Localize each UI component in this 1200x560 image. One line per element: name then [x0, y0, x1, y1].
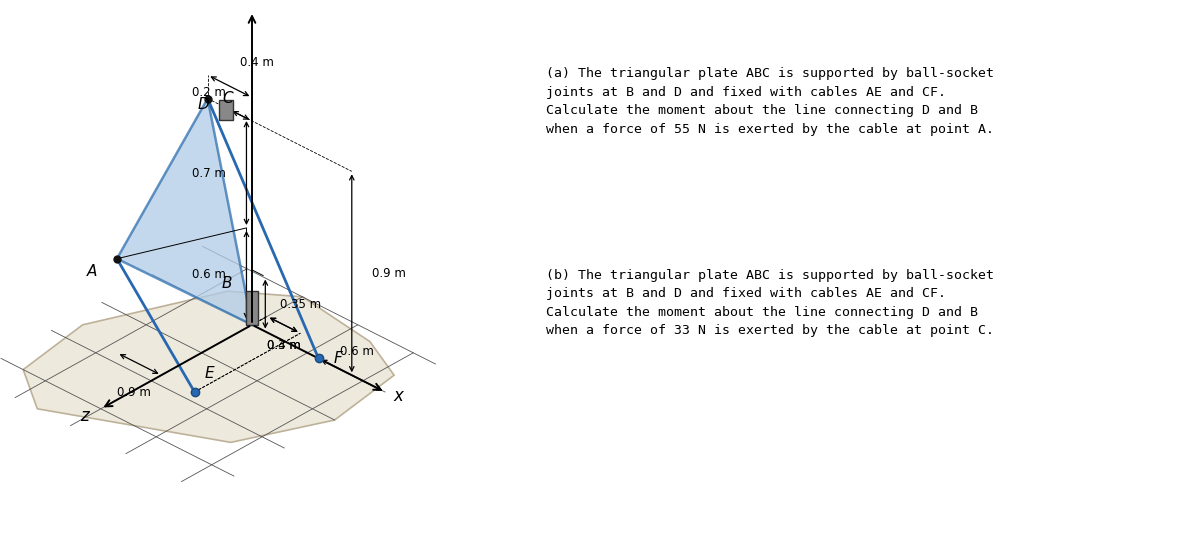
Text: 0.9 m: 0.9 m [372, 267, 406, 280]
Text: F: F [334, 351, 342, 366]
Text: 0.7 m: 0.7 m [192, 166, 227, 180]
Text: 0.4 m: 0.4 m [240, 57, 274, 69]
Text: 0.35 m: 0.35 m [281, 297, 322, 311]
Text: x: x [394, 388, 404, 405]
Text: B: B [221, 276, 232, 291]
Text: A: A [86, 264, 97, 279]
Polygon shape [23, 291, 394, 442]
Text: 0.2 m: 0.2 m [192, 86, 226, 99]
Polygon shape [218, 100, 233, 120]
Text: z: z [80, 407, 89, 424]
Text: 0.9 m: 0.9 m [118, 386, 151, 399]
Text: 0.3 m: 0.3 m [266, 339, 301, 352]
Text: (b) The triangular plate ABC is supported by ball-socket
joints at B and D and f: (b) The triangular plate ABC is supporte… [546, 269, 994, 337]
Text: 0.6 m: 0.6 m [340, 346, 373, 358]
Polygon shape [246, 291, 258, 325]
Text: (a) The triangular plate ABC is supported by ball-socket
joints at B and D and f: (a) The triangular plate ABC is supporte… [546, 67, 994, 136]
Text: 0.6 m: 0.6 m [192, 268, 227, 282]
Text: E: E [205, 366, 215, 381]
Polygon shape [116, 99, 252, 325]
Text: 0.4 m: 0.4 m [266, 339, 301, 352]
Text: D: D [198, 97, 210, 111]
Text: C: C [223, 91, 233, 106]
